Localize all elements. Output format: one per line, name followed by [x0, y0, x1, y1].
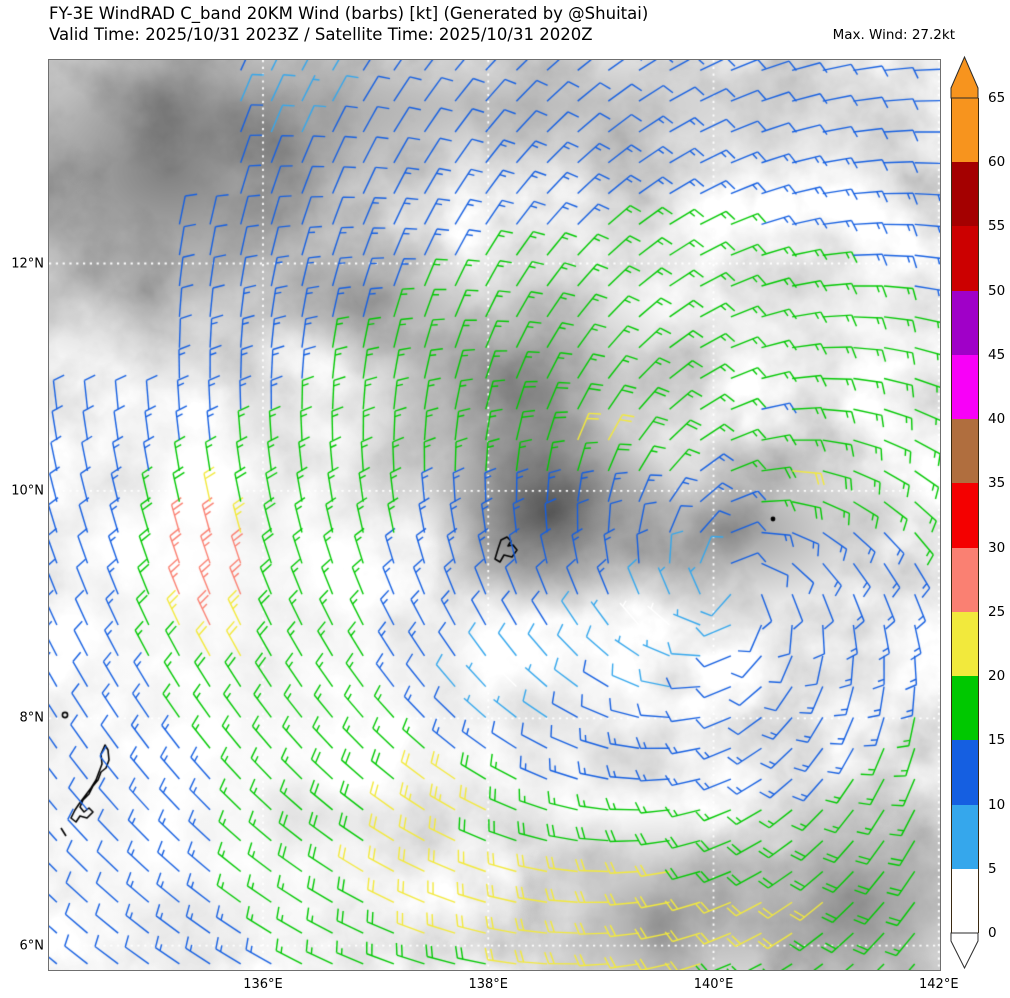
lat-tick-label: 6°N [19, 938, 45, 954]
colorbar-tick-label: 5 [988, 860, 997, 877]
max-wind-label: Max. Wind: 27.2kt [832, 27, 955, 43]
colorbar-segment-5-10 [951, 804, 979, 869]
plot-subtitle-times: Valid Time: 2025/10/31 2023Z / Satellite… [49, 25, 593, 44]
colorbar-tick-label: 55 [988, 218, 1006, 235]
plot-title: FY-3E WindRAD C_band 20KM Wind (barbs) [… [49, 4, 649, 23]
colorbar-tick-label: 20 [988, 668, 1006, 685]
lon-tick-label: 138°E [468, 977, 509, 992]
lat-tick-label: 8°N [19, 710, 45, 726]
colorbar-segment-45-50 [951, 290, 979, 355]
lat-tick-label: 10°N [11, 483, 44, 499]
colorbar-segment-25-30 [951, 547, 979, 612]
lat-tick-label: 12°N [11, 256, 44, 272]
colorbar-segment-10-15 [951, 740, 979, 805]
colorbar-tick-label: 35 [988, 475, 1006, 492]
lon-tick-label: 142°E [919, 977, 959, 992]
colorbar-tick-label: 60 [988, 154, 1006, 171]
colorbar-segment-50-55 [951, 226, 979, 291]
colorbar-over-arrow [950, 55, 979, 99]
colorbar-tick-label: 0 [988, 925, 997, 941]
colorbar-tick-label: 25 [988, 603, 1006, 620]
colorbar-tick-label: 40 [988, 411, 1006, 428]
colorbar-tick-label: 65 [988, 90, 1006, 106]
colorbar-segment-0-5 [951, 868, 979, 933]
colorbar-segment-20-25 [951, 611, 979, 677]
colorbar-tick-label: 30 [988, 539, 1006, 556]
colorbar-segment-40-45 [951, 354, 979, 420]
colorbar-segment-60-65 [951, 98, 979, 163]
colorbar-segment-15-20 [951, 676, 979, 741]
satellite-map-panel [48, 59, 941, 971]
colorbar-segment-35-40 [951, 419, 979, 484]
colorbar-tick-label: 50 [988, 282, 1006, 299]
colorbar-segment-55-60 [951, 162, 979, 227]
lon-tick-label: 140°E [693, 977, 734, 992]
colorbar-tick-label: 15 [988, 732, 1006, 749]
colorbar-tick-label: 10 [988, 796, 1006, 813]
lon-tick-label: 136°E [243, 977, 283, 992]
colorbar-under-arrow [950, 932, 979, 970]
colorbar-tick-label: 45 [988, 346, 1006, 363]
colorbar-segment-30-35 [951, 483, 979, 548]
wind-barb-canvas [49, 60, 940, 970]
